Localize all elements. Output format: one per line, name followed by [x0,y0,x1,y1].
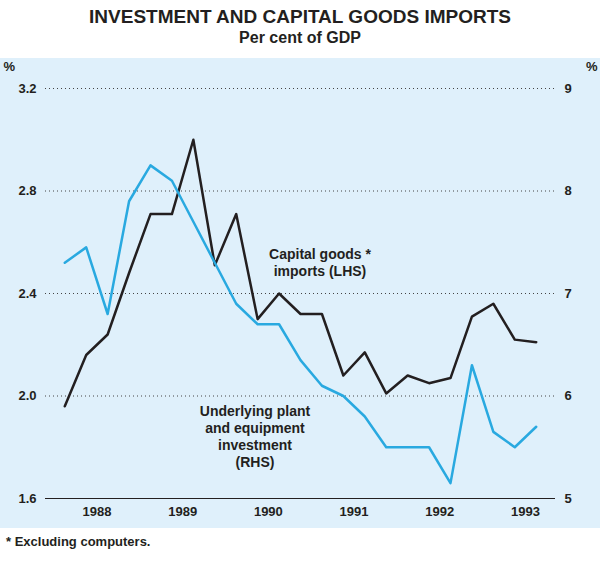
svg-text:1992: 1992 [425,504,454,519]
svg-text:2.4: 2.4 [18,286,37,301]
svg-text:6: 6 [565,388,572,403]
svg-text:8: 8 [565,183,572,198]
svg-text:9: 9 [565,81,572,96]
svg-text:1.6: 1.6 [18,491,36,506]
svg-text:1988: 1988 [82,504,111,519]
svg-text:7: 7 [565,286,572,301]
svg-text:%: % [586,59,598,74]
svg-text:2.8: 2.8 [18,183,36,198]
svg-text:3.2: 3.2 [18,81,36,96]
svg-text:1993: 1993 [511,504,540,519]
html-text:Per cent of GDP: Per cent of GDP [239,29,361,46]
svg-text:1990: 1990 [254,504,283,519]
svg-text:2.0: 2.0 [18,388,36,403]
html-text:Capital goods * imports (LHS): Capital goods * imports (LHS) [269,246,371,279]
html-text:Underlying plant and equipment: Underlying plant and equipment investmen… [199,403,311,470]
svg-text:1989: 1989 [168,504,197,519]
html-text:* Excluding computers.: * Excluding computers. [6,534,151,549]
svg-text:5: 5 [565,491,572,506]
svg-text:1991: 1991 [340,504,369,519]
html-text:INVESTMENT AND CAPITAL GOODS I: INVESTMENT AND CAPITAL GOODS IMPORTS [89,6,511,27]
svg-text:%: % [4,59,16,74]
